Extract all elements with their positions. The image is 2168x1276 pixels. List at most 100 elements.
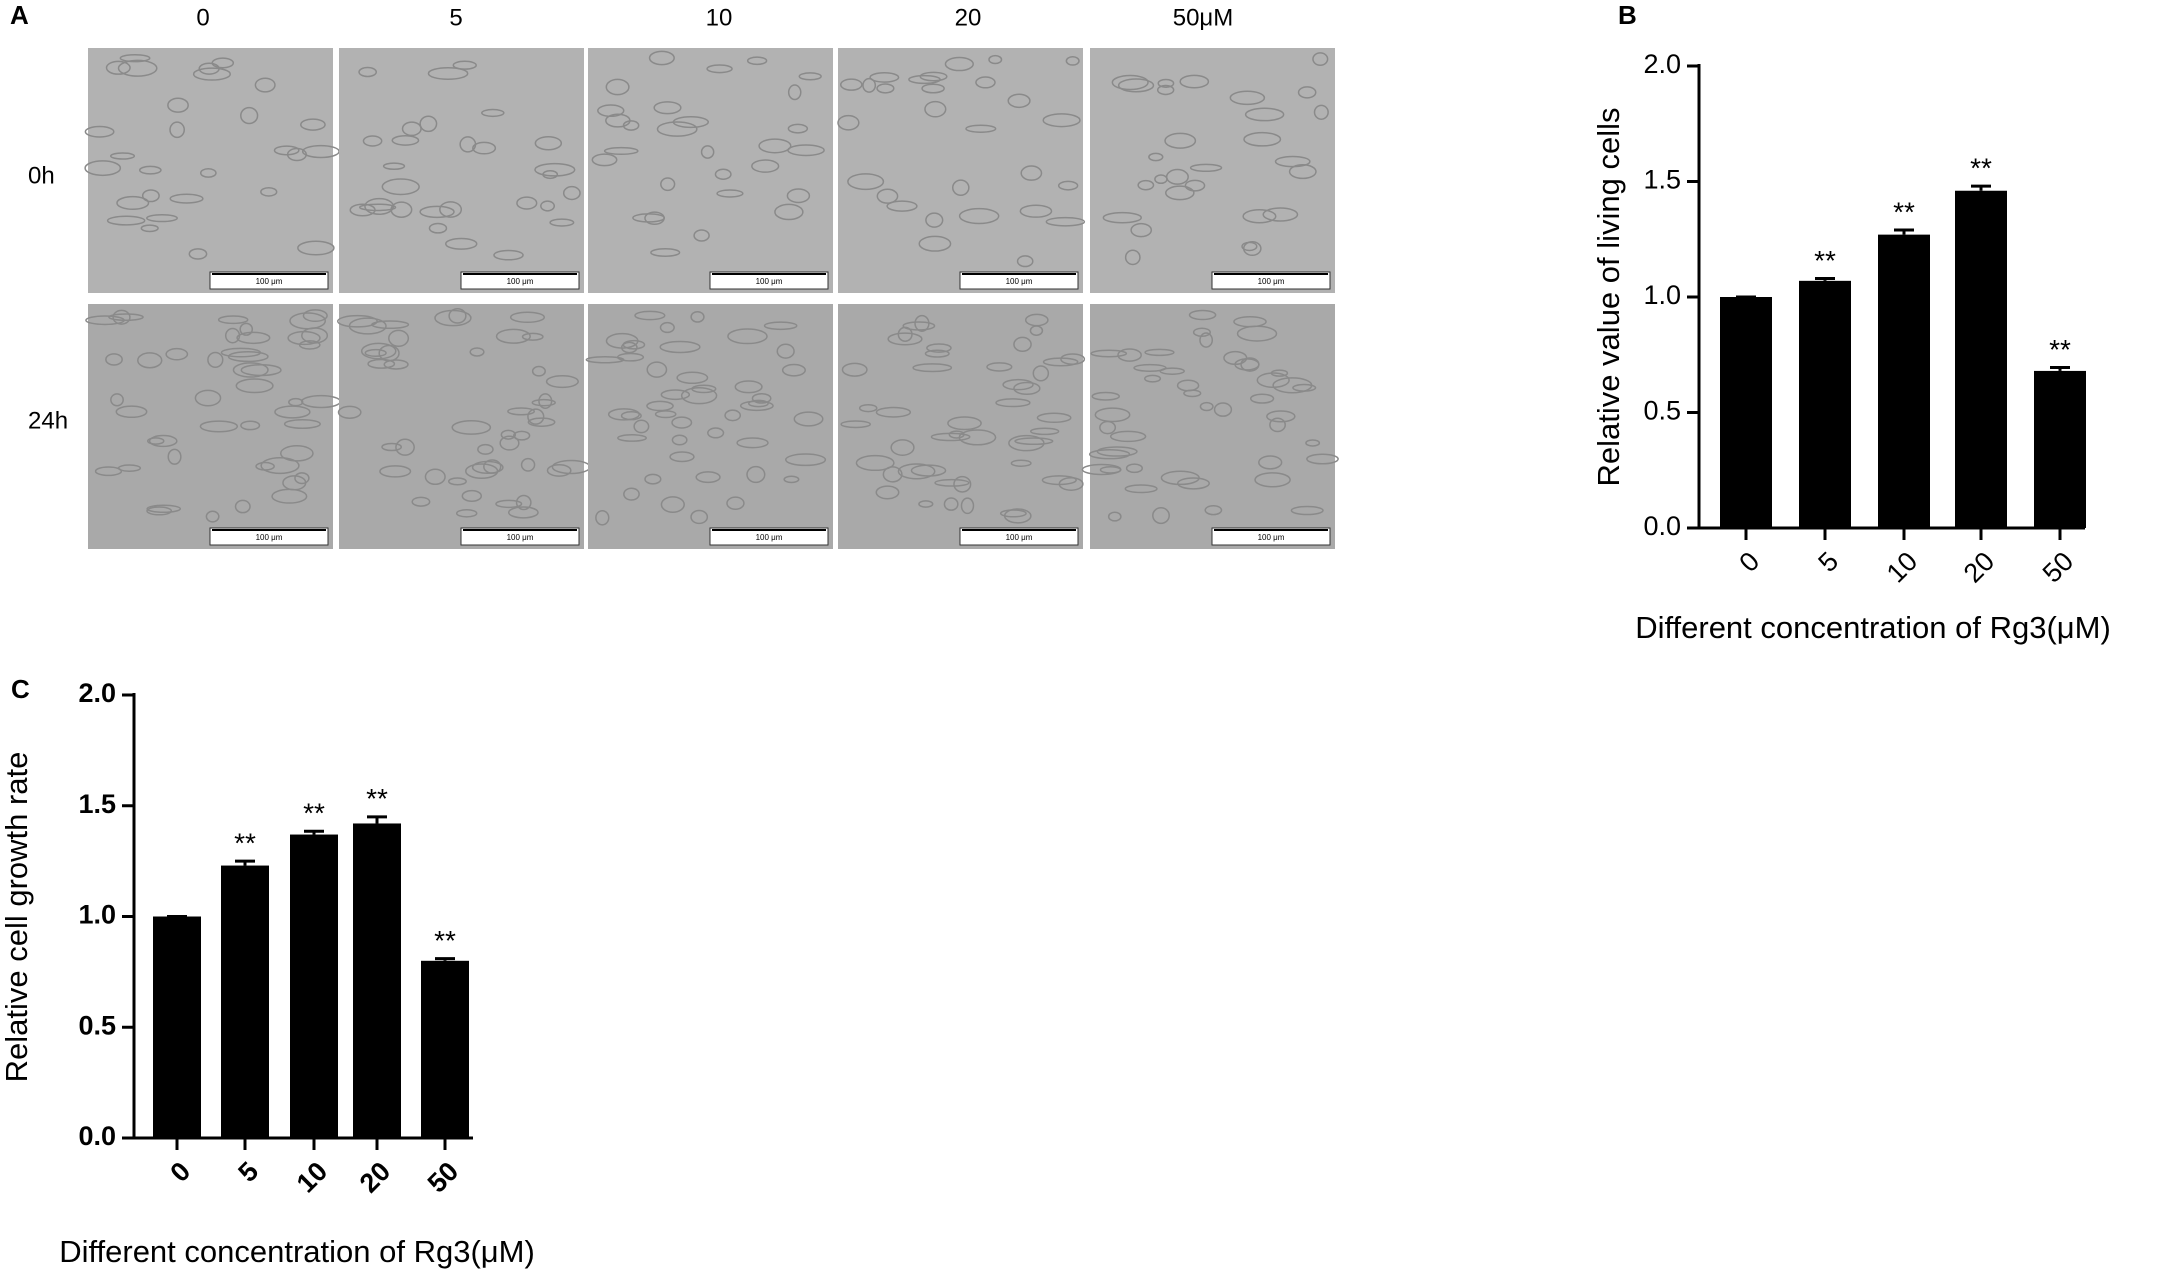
cell: [965, 124, 997, 133]
bar: [1799, 280, 1851, 528]
cell: [1165, 185, 1195, 201]
cell: [622, 120, 640, 131]
cell: [986, 362, 1013, 372]
cell: [908, 74, 941, 85]
cell: [521, 332, 544, 341]
panel-label: B: [1618, 0, 1637, 30]
cell: [167, 97, 189, 113]
cell: [918, 500, 934, 508]
cell: [869, 72, 900, 83]
cell: [527, 408, 545, 425]
cell: [1213, 402, 1233, 417]
cell: [199, 167, 217, 178]
cell: [1045, 216, 1086, 227]
row-label: 0h: [28, 162, 55, 189]
cell: [1109, 430, 1147, 443]
cell: [1233, 315, 1267, 328]
cell: [279, 445, 314, 462]
cell: [839, 78, 863, 91]
cell: [542, 169, 559, 180]
cell: [84, 125, 115, 138]
cell: [607, 408, 640, 421]
cell: [1058, 476, 1084, 491]
cell: [1183, 389, 1202, 398]
cell: [469, 347, 485, 357]
scale-bar-box: [959, 527, 1079, 546]
cell: [1306, 453, 1339, 465]
scale-bar-label: 100 μm: [1258, 277, 1285, 286]
cell: [650, 248, 681, 257]
significance-label: **: [1814, 245, 1836, 276]
cell: [509, 311, 546, 324]
cell: [700, 145, 715, 159]
cell: [1159, 367, 1185, 375]
cell: [1176, 477, 1210, 490]
cell: [1117, 348, 1142, 362]
cell: [660, 496, 685, 513]
cell: [227, 350, 269, 363]
cell: [1144, 374, 1162, 383]
cell: [934, 478, 970, 487]
significance-label: **: [434, 925, 456, 956]
scale-bar-label: 100 μm: [256, 277, 283, 286]
cell: [739, 400, 774, 412]
cell: [862, 77, 877, 93]
cell: [1305, 439, 1321, 447]
cell: [198, 62, 220, 75]
cell: [260, 457, 300, 475]
cell: [452, 60, 477, 70]
cell: [695, 471, 721, 484]
cell: [781, 363, 806, 377]
cell: [1184, 179, 1206, 192]
cell: [1029, 325, 1044, 336]
cell: [419, 115, 438, 133]
y-tick-label: 2.0: [1643, 49, 1681, 79]
cell: [534, 135, 563, 151]
micrograph: 100 μm: [838, 304, 1086, 549]
cell: [85, 315, 125, 326]
cell: [336, 314, 378, 328]
cell: [105, 353, 123, 366]
cell: [902, 321, 936, 331]
cell: [562, 185, 581, 201]
cell: [273, 145, 300, 156]
cell: [1243, 131, 1282, 147]
scale-bar-box: [709, 527, 829, 546]
scale-bar-box: [460, 271, 580, 290]
cell: [798, 72, 822, 81]
cell: [1019, 204, 1053, 218]
cell: [714, 168, 732, 180]
column-label: 50μM: [1173, 4, 1234, 31]
cell: [1020, 165, 1043, 181]
x-tick-label: 10: [291, 1156, 333, 1198]
cell: [633, 419, 650, 434]
cell: [235, 378, 274, 394]
cell: [116, 195, 150, 211]
column-label: 5: [449, 4, 462, 31]
cell: [188, 248, 208, 260]
scale-bar-box: [1211, 271, 1331, 290]
cell: [707, 427, 725, 439]
cell: [1274, 155, 1311, 168]
cell: [534, 162, 576, 177]
cell: [401, 121, 422, 137]
cell: [671, 434, 688, 446]
cell: [727, 328, 768, 345]
cell: [882, 466, 903, 483]
bar: [1720, 297, 1772, 528]
cell: [622, 339, 646, 350]
cell: [117, 464, 142, 472]
cell: [477, 443, 494, 455]
cell: [786, 188, 811, 204]
cell: [1125, 463, 1143, 474]
cell: [388, 329, 410, 347]
cell: [447, 477, 467, 486]
cell: [358, 203, 397, 212]
cell: [531, 365, 546, 377]
cell: [660, 389, 691, 401]
y-tick-label: 1.0: [1643, 280, 1681, 310]
cell: [605, 332, 639, 349]
cell: [960, 497, 975, 515]
cell: [748, 399, 769, 408]
